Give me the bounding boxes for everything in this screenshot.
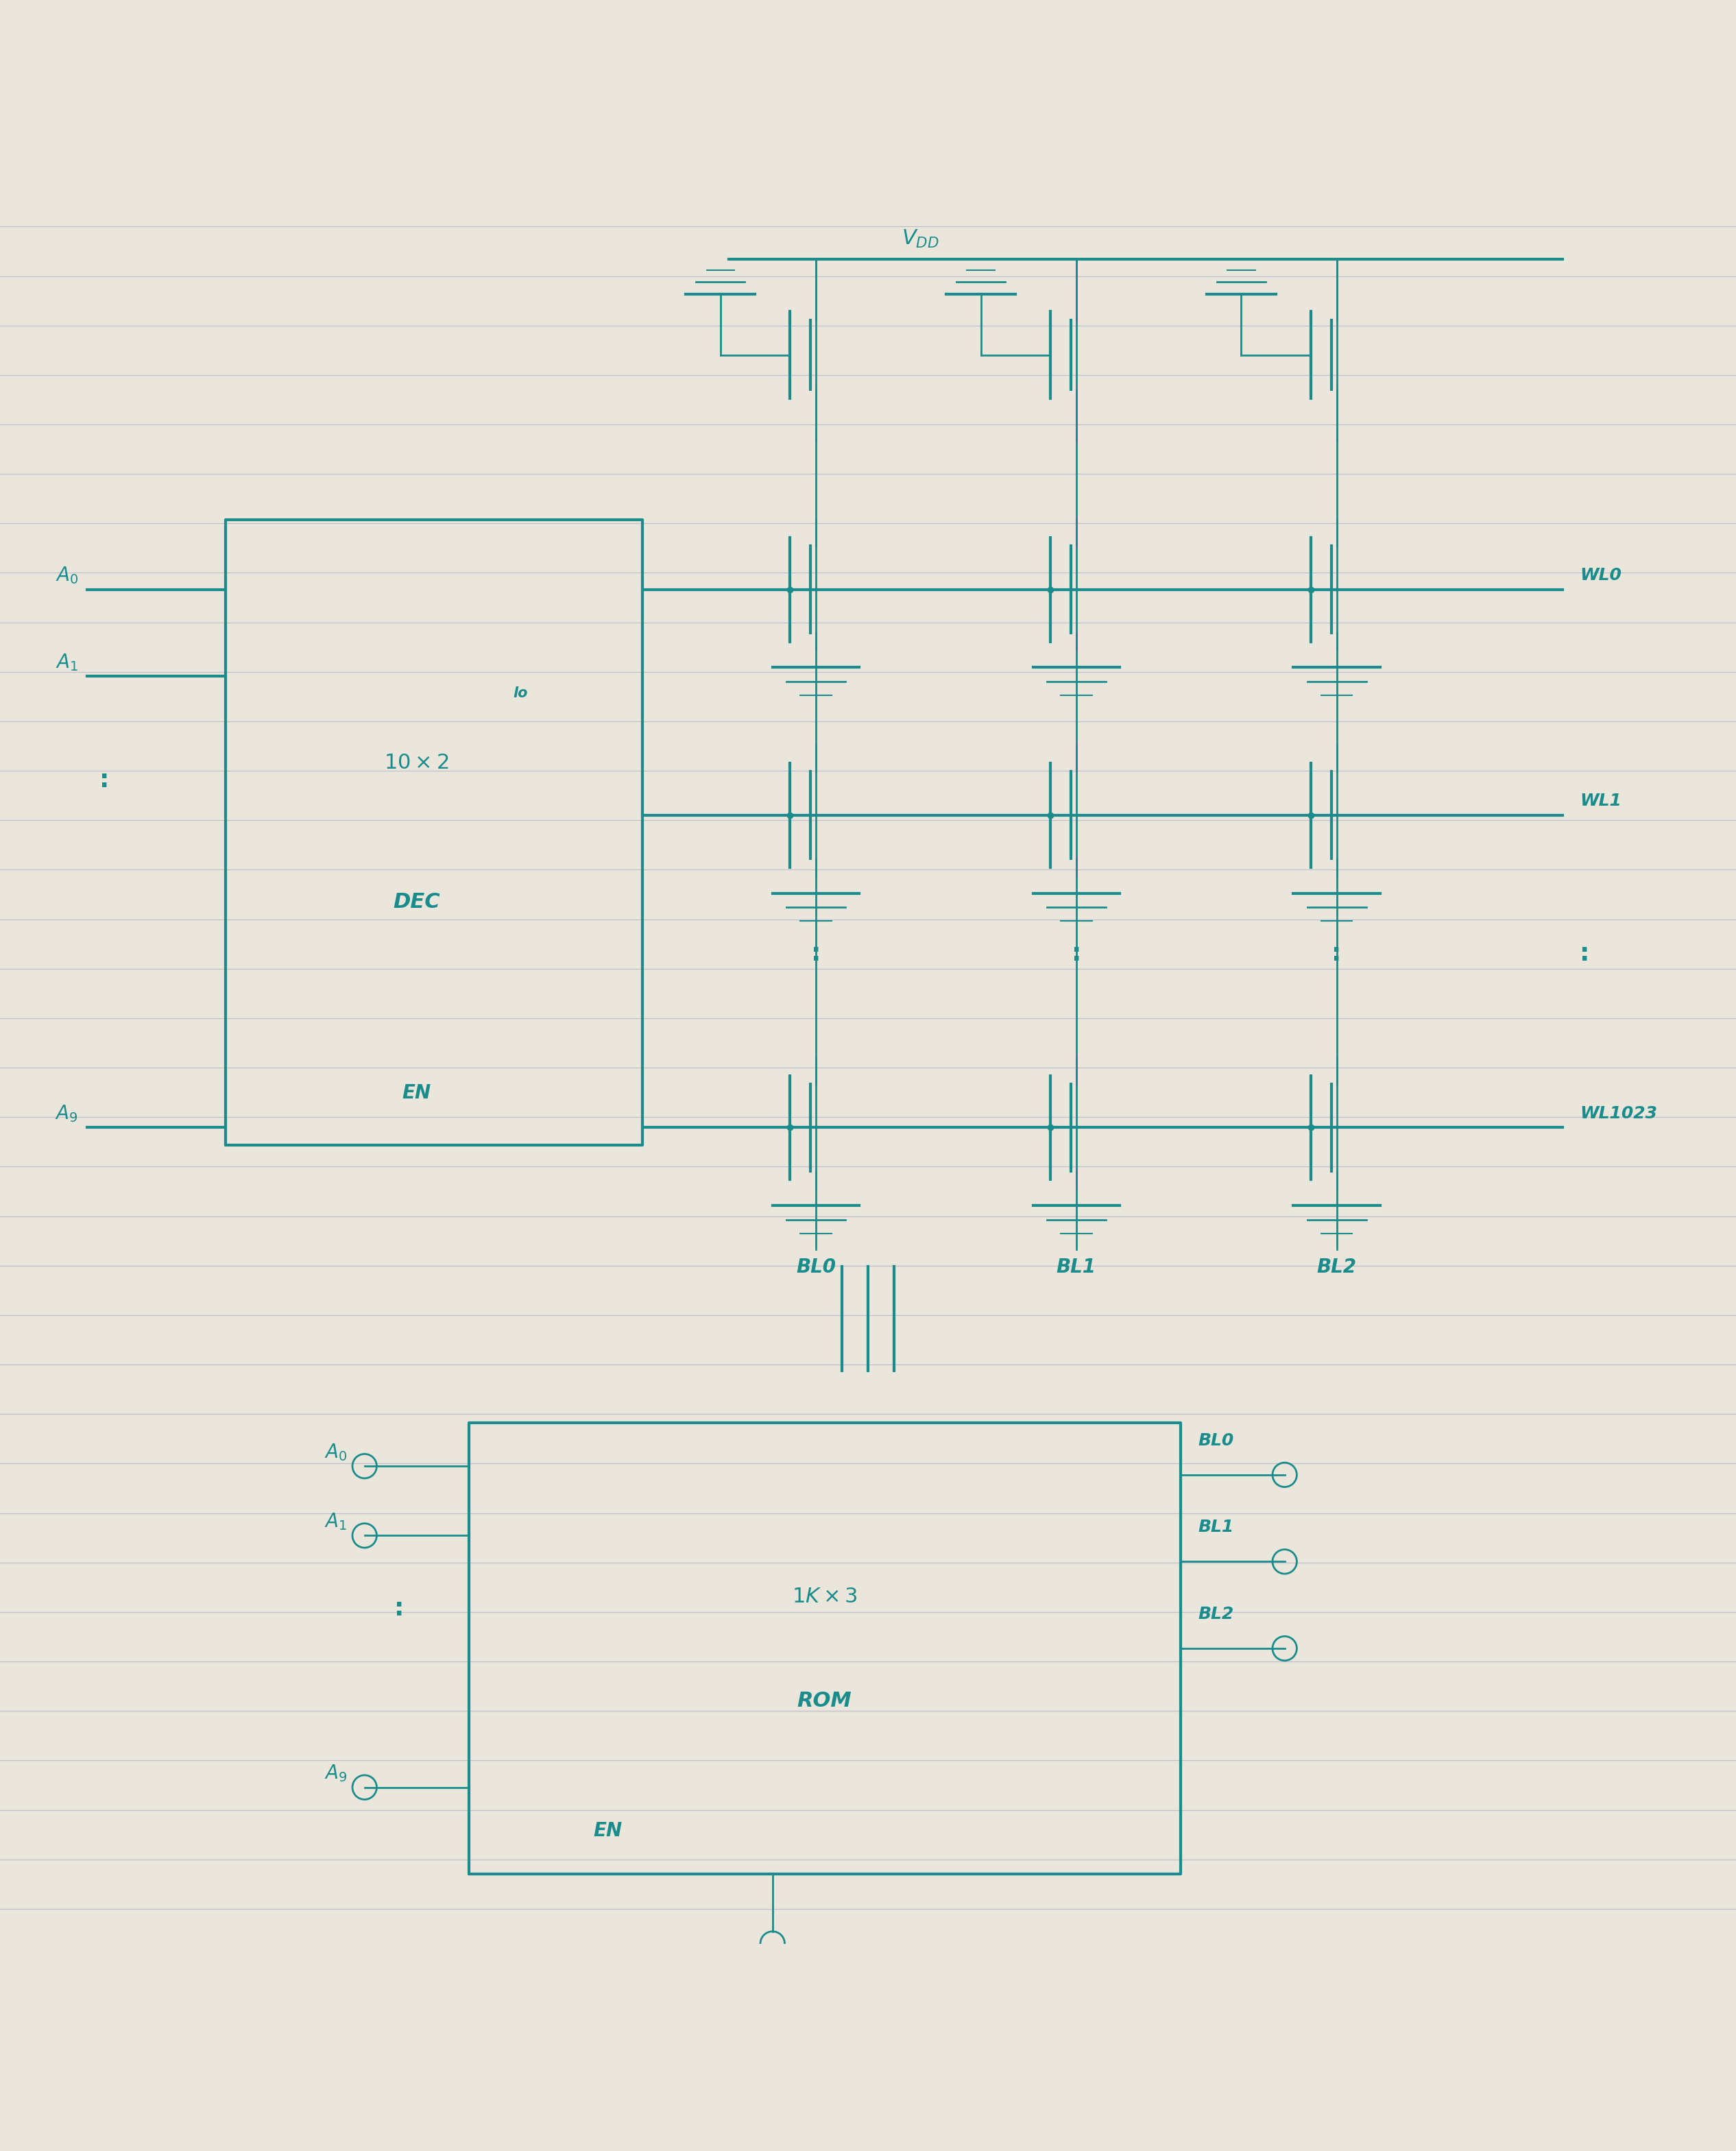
Text: :: : [99,768,109,792]
Text: $A_0$: $A_0$ [56,566,78,585]
Text: $A_9$: $A_9$ [56,1103,78,1125]
Text: ROM: ROM [797,1691,852,1710]
Text: DEC: DEC [392,893,441,912]
Text: :: : [1580,942,1590,966]
Text: EN: EN [594,1822,621,1841]
Text: lo: lo [514,686,528,701]
Text: WL1023: WL1023 [1580,1106,1658,1123]
Text: $A_9$: $A_9$ [325,1764,347,1783]
Text: EN: EN [403,1084,431,1103]
Text: :: : [394,1596,404,1620]
Text: WL0: WL0 [1580,568,1621,583]
Text: $V_{DD}$: $V_{DD}$ [901,228,939,250]
Text: $A_0$: $A_0$ [325,1441,347,1463]
Text: BL0: BL0 [1198,1433,1234,1450]
Text: BL2: BL2 [1318,1258,1356,1278]
Text: $A_1$: $A_1$ [325,1512,347,1532]
Text: BL1: BL1 [1057,1258,1095,1278]
Text: $10\times2$: $10\times2$ [384,753,450,772]
Text: WL1: WL1 [1580,794,1621,809]
Text: BL0: BL0 [797,1258,835,1278]
Text: :: : [1332,942,1342,966]
Text: BL1: BL1 [1198,1519,1234,1536]
Text: :: : [1071,942,1082,966]
Text: $A_1$: $A_1$ [56,652,78,673]
Text: $1K\times3$: $1K\times3$ [792,1587,858,1607]
Text: BL2: BL2 [1198,1607,1234,1622]
Text: :: : [811,942,821,966]
